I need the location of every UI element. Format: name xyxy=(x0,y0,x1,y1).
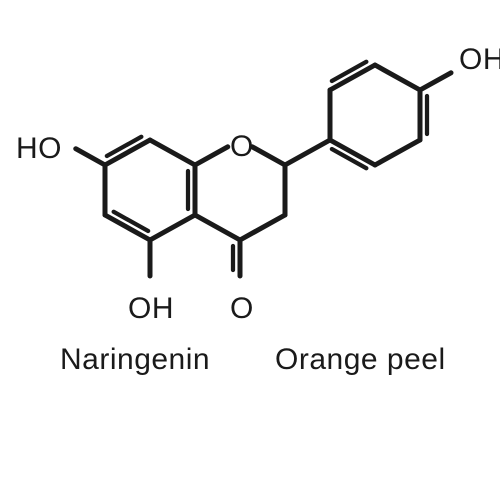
atom-label-oh5: OH xyxy=(128,294,174,324)
caption-source-label: Orange peel xyxy=(275,345,446,375)
chemical-structure-canvas: O O HO OH OH Naringenin Orange peel xyxy=(0,0,500,500)
atom-label-oh7: HO xyxy=(16,134,62,164)
atom-label-oket: O xyxy=(230,294,254,324)
bond-layer xyxy=(0,0,500,500)
caption-compound-name: Naringenin xyxy=(60,345,210,375)
atom-label-o1: O xyxy=(230,132,254,162)
atom-label-oh4p: OH xyxy=(459,45,500,75)
